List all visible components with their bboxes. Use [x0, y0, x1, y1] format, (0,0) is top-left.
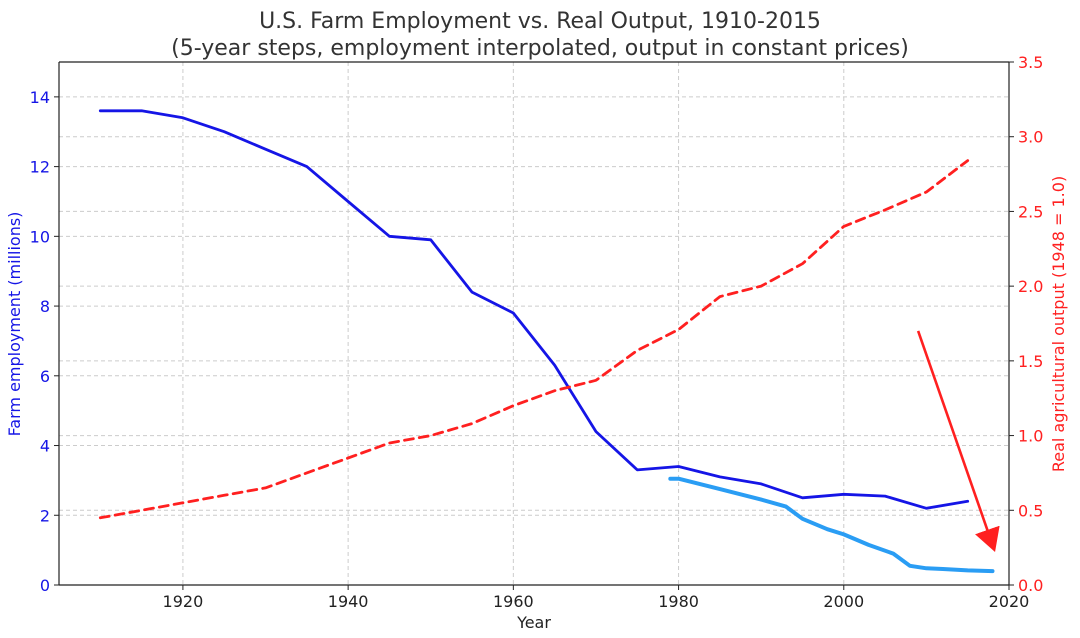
x-tick-label: 1960 — [493, 592, 534, 611]
left-y-axis-label: Farm employment (millions) — [5, 212, 24, 437]
red-arrow-annotation — [916, 330, 1000, 553]
recent-employment-line — [668, 476, 995, 574]
right-y-axis-label: Real agricultural output (1948 = 1.0) — [1049, 176, 1068, 472]
x-tick-label: 1980 — [658, 592, 699, 611]
y-right-tick-label: 1.0 — [1018, 427, 1043, 446]
ticks-layer: 1920 1940 1960 1980 2000 2020 0 2 4 6 8 10 12 14 0.0 0.… — [30, 53, 1044, 611]
chart-subtitle: (5-year steps, employment interpolated, … — [171, 36, 909, 61]
y-left-tick-label: 0 — [40, 576, 50, 595]
y-left-tick-label: 2 — [40, 506, 50, 525]
y-right-tick-label: 3.5 — [1018, 53, 1043, 72]
farm-employment-line — [98, 109, 970, 510]
y-left-tick-label: 6 — [40, 367, 50, 386]
x-tick-label: 1920 — [163, 592, 204, 611]
x-axis-label: Year — [516, 613, 551, 632]
y-left-tick-label: 10 — [30, 227, 50, 246]
x-tick-label: 1940 — [328, 592, 369, 611]
series-layer — [98, 109, 995, 574]
x-tick-label: 2000 — [823, 592, 864, 611]
y-right-tick-label: 2.5 — [1018, 202, 1043, 221]
axes-layer — [58, 61, 1010, 586]
annotation-layer — [916, 330, 1000, 553]
real-output-line — [98, 159, 970, 520]
y-left-tick-label: 12 — [30, 158, 50, 177]
y-right-tick-label: 2.0 — [1018, 277, 1043, 296]
x-tick-label: 2020 — [989, 592, 1030, 611]
y-right-tick-label: 0.5 — [1018, 501, 1043, 520]
y-left-tick-label: 4 — [40, 437, 50, 456]
y-left-tick-label: 14 — [30, 88, 50, 107]
y-left-tick-label: 8 — [40, 297, 50, 316]
y-right-tick-label: 0.0 — [1018, 576, 1043, 595]
y-right-tick-label: 1.5 — [1018, 352, 1043, 371]
grid-layer — [59, 61, 1010, 586]
y-right-tick-label: 3.0 — [1018, 128, 1043, 147]
chart-title: U.S. Farm Employment vs. Real Output, 19… — [259, 9, 821, 34]
